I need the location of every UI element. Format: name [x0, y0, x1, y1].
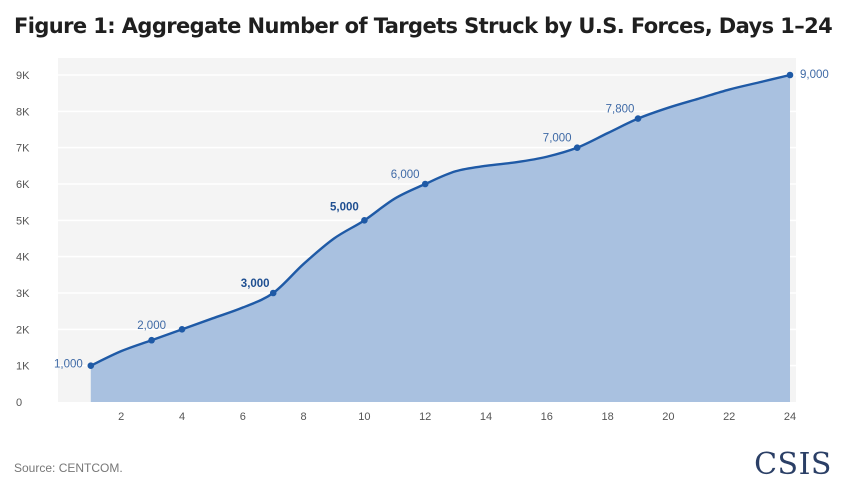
x-tick-label: 6: [240, 411, 246, 423]
x-tick-label: 16: [541, 411, 553, 423]
data-point: [269, 289, 277, 297]
y-tick-label: 8K: [16, 106, 30, 118]
data-point: [87, 362, 95, 369]
x-tick-label: 22: [723, 411, 735, 423]
series-line: [90, 73, 791, 367]
series-area: [90, 75, 791, 402]
data-label: 2,000: [137, 320, 166, 332]
y-tick-label: 3K: [16, 288, 30, 300]
y-tick-label: 2K: [16, 324, 30, 336]
csis-logo: CSIS: [754, 447, 832, 482]
y-tick-label: 9K: [16, 70, 30, 82]
y-tick-label: 0: [16, 397, 22, 409]
data-label: 9,000: [800, 69, 829, 81]
data-point: [178, 326, 186, 333]
data-point: [786, 71, 794, 79]
data-label: 7,800: [606, 104, 635, 116]
data-point: [634, 115, 642, 122]
y-tick-label: 6K: [16, 179, 30, 191]
data-label: 3,000: [241, 278, 270, 290]
data-point: [148, 336, 155, 344]
data-point: [421, 180, 429, 188]
y-tick-label: 4K: [16, 252, 30, 264]
source-note: Source: CENTCOM.: [14, 461, 123, 475]
x-tick-label: 20: [662, 411, 674, 423]
y-tick-label: 7K: [16, 143, 30, 155]
data-label: 5,000: [330, 201, 359, 213]
x-tick-label: 12: [419, 411, 431, 423]
y-tick-label: 1K: [16, 361, 30, 373]
x-tick-label: 18: [601, 411, 613, 423]
x-tick-label: 24: [784, 411, 796, 423]
x-tick-label: 2: [118, 411, 124, 423]
data-label: 1,000: [54, 359, 83, 371]
x-tick-label: 10: [358, 411, 370, 423]
x-tick-label: 14: [480, 411, 492, 423]
data-point: [361, 217, 368, 224]
chart-title: Figure 1: Aggregate Number of Targets St…: [14, 14, 833, 38]
x-tick-label: 4: [179, 411, 185, 423]
y-tick-label: 5K: [16, 215, 30, 227]
x-tick-label: 8: [301, 411, 307, 423]
data-label: 6,000: [391, 169, 420, 181]
data-label: 7,000: [543, 133, 572, 145]
data-point: [573, 144, 581, 151]
